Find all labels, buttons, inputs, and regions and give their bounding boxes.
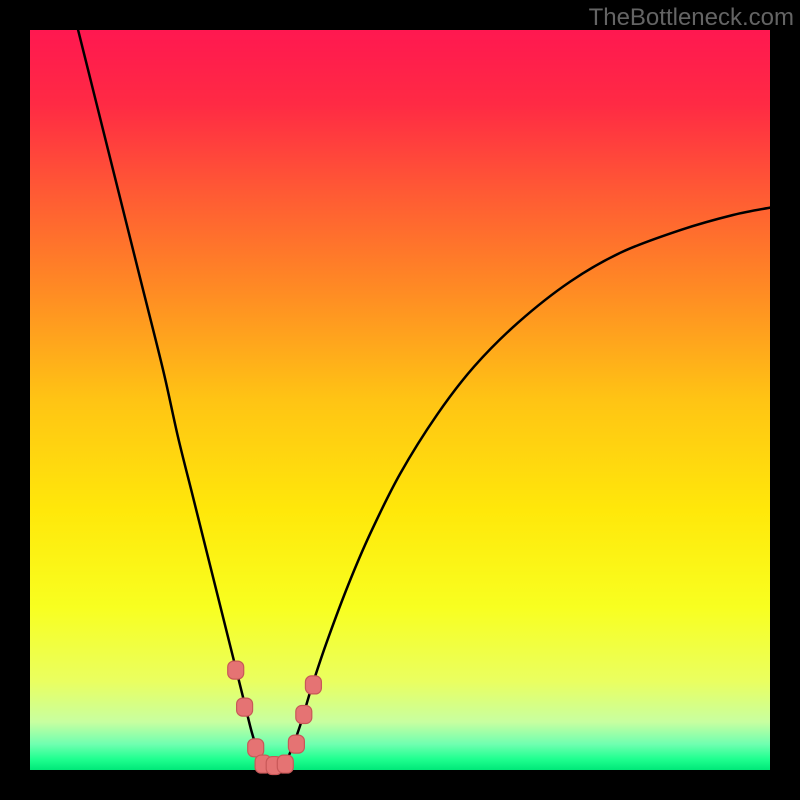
curve-marker — [305, 676, 321, 694]
curve-marker — [288, 735, 304, 753]
curve-marker — [248, 739, 264, 757]
curve-marker — [237, 698, 253, 716]
plot-area — [30, 30, 770, 770]
curve-marker — [296, 706, 312, 724]
bottleneck-chart — [0, 0, 800, 800]
watermark-text: TheBottleneck.com — [589, 4, 794, 32]
curve-marker — [277, 755, 293, 773]
curve-marker — [228, 661, 244, 679]
